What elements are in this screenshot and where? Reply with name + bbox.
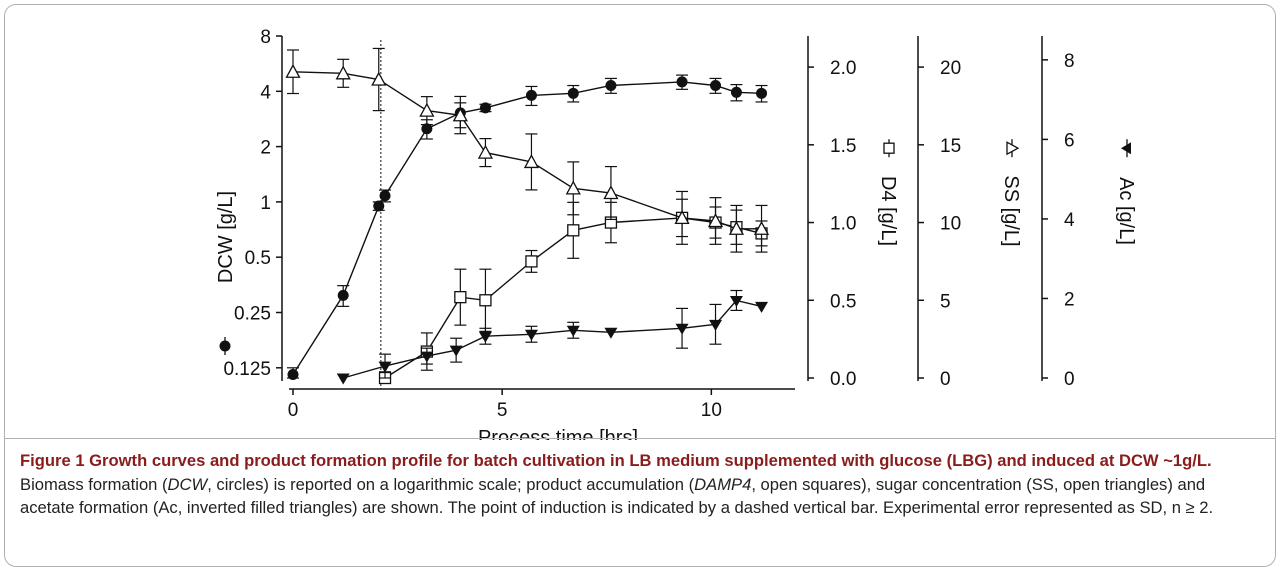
point-ac bbox=[336, 373, 350, 385]
d4-axis-tick-label: 0.0 bbox=[830, 369, 856, 390]
d4-axis-title: D4 [g/L] bbox=[877, 139, 899, 246]
point-ss bbox=[477, 144, 494, 159]
ss-axis-tick-label: 10 bbox=[940, 214, 961, 235]
d4-axis-title-text: D4 [g/L] bbox=[877, 176, 899, 246]
x-axis-tick-label: 10 bbox=[701, 400, 722, 421]
left-axis-tick-label: 0.5 bbox=[245, 248, 271, 269]
ac-axis-legend-marker bbox=[1121, 142, 1131, 155]
point-ss bbox=[285, 63, 301, 78]
d4-axis-tick-label: 0.5 bbox=[830, 291, 856, 312]
ac-axis-title: Ac [g/L] bbox=[1115, 139, 1137, 245]
point-dcw bbox=[479, 102, 491, 114]
point-d4 bbox=[525, 255, 538, 268]
point-dcw bbox=[676, 76, 688, 88]
x-axis-title: Process time [hrs] bbox=[478, 427, 638, 440]
ac-axis-tick-label: 8 bbox=[1064, 51, 1075, 72]
point-dcw bbox=[337, 289, 349, 301]
caption-italic-damp4: DAMP4 bbox=[694, 474, 752, 494]
point-ac bbox=[420, 351, 434, 363]
point-dcw bbox=[756, 87, 768, 99]
caption-text-2: , circles) is reported on a logarithmic … bbox=[207, 474, 695, 494]
ac-axis-tick-label: 0 bbox=[1064, 369, 1075, 390]
point-ss bbox=[753, 220, 770, 235]
left-axis-tick-label: 0.25 bbox=[234, 304, 271, 325]
caption-italic-dcw: DCW bbox=[167, 474, 208, 494]
caption-text-3: , open squares), sugar concentration (SS… bbox=[20, 474, 1214, 518]
point-ac bbox=[675, 323, 689, 335]
point-ac bbox=[604, 327, 618, 339]
ss-axis-title-text: SS [g/L] bbox=[1000, 175, 1022, 246]
d4-axis-tick-label: 1.5 bbox=[830, 136, 856, 157]
point-ss bbox=[674, 210, 690, 225]
point-ac bbox=[449, 345, 463, 357]
left-axis-tick-label: 1 bbox=[260, 193, 271, 214]
point-ss bbox=[523, 154, 540, 169]
chart: 0.125 0.25 0.5 1 2 4 8 DCW [g/L] 0 5 10 Process tim… bbox=[215, 27, 1137, 440]
ss-axis-title: SS [g/L] bbox=[1000, 139, 1022, 247]
axes-layer: 0.125 0.25 0.5 1 2 4 8 DCW [g/L] 0 5 10 Process tim… bbox=[215, 27, 1137, 440]
series-layer bbox=[285, 47, 770, 385]
point-ss bbox=[419, 102, 435, 117]
series-ss bbox=[285, 47, 770, 253]
point-ac bbox=[566, 325, 580, 337]
ss-axis-tick-label: 0 bbox=[940, 369, 951, 390]
point-dcw bbox=[287, 368, 299, 380]
left-axis-title: DCW [g/L] bbox=[215, 191, 237, 355]
point-dcw bbox=[605, 80, 617, 92]
x-axis-tick-label: 5 bbox=[497, 400, 508, 421]
point-d4 bbox=[454, 291, 467, 304]
point-ac bbox=[755, 301, 769, 313]
point-ss bbox=[707, 213, 724, 228]
ss-axis-tick-label: 15 bbox=[940, 136, 961, 157]
point-ss bbox=[603, 185, 619, 200]
point-ss bbox=[371, 71, 387, 86]
point-d4 bbox=[567, 224, 580, 237]
point-ac bbox=[729, 295, 743, 307]
caption-text-1: Biomass formation ( bbox=[20, 474, 168, 494]
point-ac bbox=[709, 319, 723, 331]
ac-axis-title-text: Ac [g/L] bbox=[1115, 177, 1137, 245]
point-dcw bbox=[373, 200, 385, 212]
point-dcw bbox=[525, 89, 537, 101]
d4-axis-legend-marker bbox=[883, 142, 895, 154]
point-ss bbox=[565, 180, 581, 195]
ac-axis-tick-label: 4 bbox=[1064, 210, 1075, 231]
point-dcw bbox=[710, 80, 722, 92]
figure-frame bbox=[4, 4, 1276, 567]
ss-axis-tick-label: 5 bbox=[940, 291, 951, 312]
d4-axis-tick-label: 1.0 bbox=[830, 214, 856, 235]
point-ac bbox=[478, 331, 492, 343]
point-dcw bbox=[379, 190, 391, 202]
figure-caption: Figure 1 Growth curves and product forma… bbox=[20, 449, 1264, 520]
ss-axis-tick-label: 20 bbox=[940, 58, 961, 79]
point-ac bbox=[378, 361, 392, 373]
ac-axis-tick-label: 2 bbox=[1064, 289, 1075, 310]
point-dcw bbox=[567, 87, 579, 99]
left-axis-tick-label: 2 bbox=[260, 138, 271, 159]
left-axis-tick-label: 4 bbox=[260, 82, 271, 103]
ac-axis-tick-label: 6 bbox=[1064, 130, 1075, 151]
left-axis-tick-label: 8 bbox=[260, 27, 271, 48]
series-ac bbox=[336, 289, 769, 385]
left-axis-title-text: DCW [g/L] bbox=[215, 191, 237, 283]
point-d4 bbox=[479, 294, 492, 307]
point-dcw bbox=[730, 86, 742, 98]
point-ss bbox=[335, 65, 351, 80]
point-dcw bbox=[421, 123, 433, 135]
caption-title: Figure 1 Growth curves and product forma… bbox=[20, 451, 1212, 470]
point-ac bbox=[524, 329, 538, 341]
x-axis-tick-label: 0 bbox=[288, 400, 299, 421]
left-axis-legend-marker bbox=[219, 340, 231, 352]
point-ss bbox=[452, 107, 468, 122]
left-axis-tick-label: 0.125 bbox=[223, 359, 271, 380]
ss-axis-legend-marker bbox=[1006, 141, 1020, 156]
series-line-ac bbox=[343, 299, 762, 379]
point-ss bbox=[728, 220, 745, 235]
caption-separator bbox=[4, 438, 1276, 439]
d4-axis-tick-label: 2.0 bbox=[830, 58, 856, 79]
